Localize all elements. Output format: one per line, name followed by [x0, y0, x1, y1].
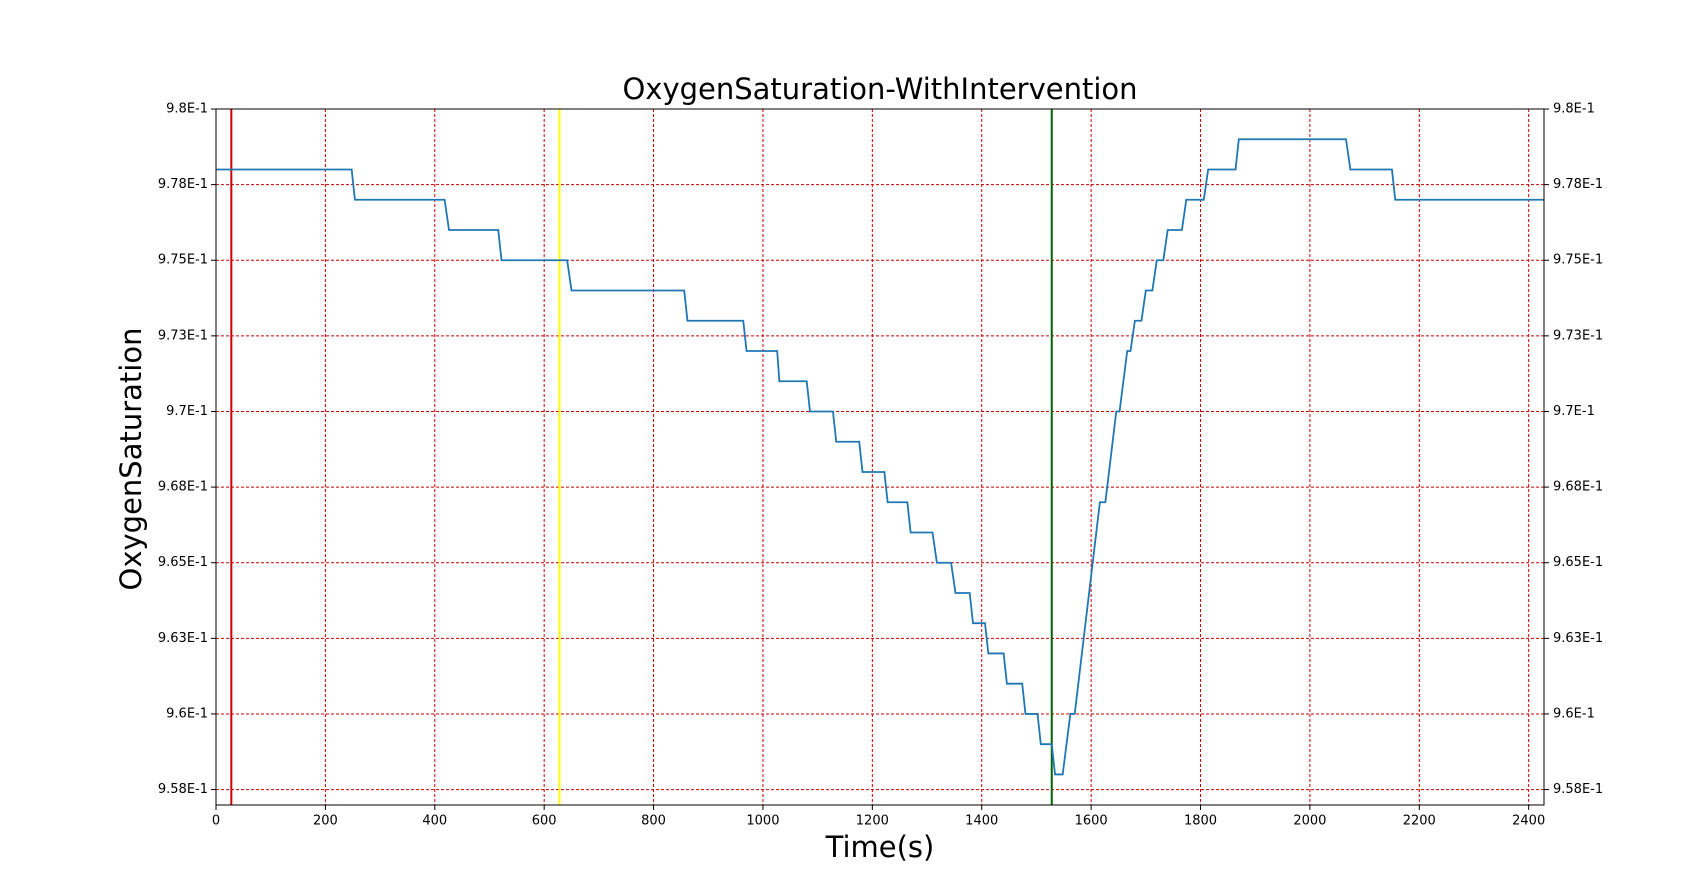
chart-title: OxygenSaturation-WithIntervention	[622, 72, 1137, 106]
y-tick-label: 9.8E-1	[166, 102, 208, 117]
y-axis-label: OxygenSaturation	[114, 328, 148, 591]
y2-tick-label: 9.68E-1	[1553, 480, 1603, 495]
plot-frame	[215, 108, 1545, 806]
y2-tick-label: 9.7E-1	[1553, 404, 1595, 419]
x-tick-label: 0	[212, 814, 220, 829]
x-tick-label: 2000	[1293, 814, 1326, 829]
y-tick-label: 9.73E-1	[158, 328, 208, 343]
y2-tick-label: 9.58E-1	[1553, 782, 1603, 797]
y-tick-label: 9.63E-1	[158, 631, 208, 646]
x-tick-label: 1000	[746, 814, 779, 829]
y2-tick-label: 9.8E-1	[1553, 102, 1595, 117]
y2-tick-label: 9.65E-1	[1553, 555, 1603, 570]
x-tick-label: 1200	[856, 814, 889, 829]
y-tick-label: 9.58E-1	[158, 782, 208, 797]
y2-tick-label: 9.6E-1	[1553, 706, 1595, 721]
x-axis-label: Time(s)	[825, 830, 935, 864]
y2-tick-label: 9.78E-1	[1553, 177, 1603, 192]
x-tick-label: 600	[532, 814, 557, 829]
x-tick-label: 800	[641, 814, 666, 829]
y-tick-label: 9.65E-1	[158, 555, 208, 570]
x-tick-label: 200	[313, 814, 338, 829]
x-tick-label: 1400	[965, 814, 998, 829]
x-tick-label: 2200	[1403, 814, 1436, 829]
y2-tick-label: 9.73E-1	[1553, 328, 1603, 343]
y2-tick-label: 9.63E-1	[1553, 631, 1603, 646]
x-tick-label: 400	[422, 814, 447, 829]
y-tick-label: 9.68E-1	[158, 480, 208, 495]
y2-tick-label: 9.75E-1	[1553, 253, 1603, 268]
y-tick-label: 9.6E-1	[166, 706, 208, 721]
y-tick-label: 9.78E-1	[158, 177, 208, 192]
data-line	[216, 138, 1544, 776]
y-tick-label: 9.75E-1	[158, 253, 208, 268]
x-tick-label: 2400	[1512, 814, 1545, 829]
y-tick-label: 9.7E-1	[166, 404, 208, 419]
x-tick-label: 1600	[1075, 814, 1108, 829]
x-tick-label: 1800	[1184, 814, 1217, 829]
